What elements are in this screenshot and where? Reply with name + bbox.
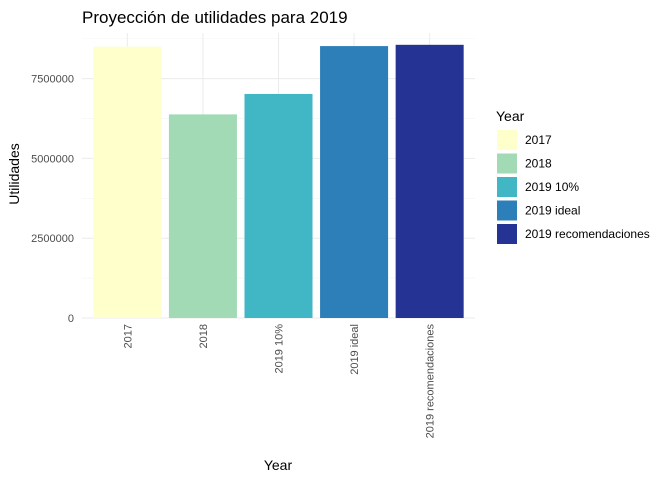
- legend-swatch: [497, 200, 517, 221]
- bar-2018: [168, 114, 237, 318]
- y-tick-label: 2500000: [31, 233, 74, 245]
- x-tick-label: 2019 ideal: [349, 324, 361, 375]
- x-axis-title: Year: [264, 457, 293, 473]
- bar-2019-ideal: [320, 46, 389, 318]
- bars: [93, 44, 464, 319]
- legend-swatch: [497, 130, 517, 150]
- bar-2019-10-: [244, 93, 313, 318]
- y-axis-title: Utilidades: [6, 143, 22, 204]
- legend-title: Year: [496, 108, 525, 124]
- y-tick-label: 5000000: [31, 153, 74, 165]
- y-tick-label: 0: [68, 313, 74, 325]
- legend-swatch: [497, 224, 517, 244]
- bar-2019-recomendaciones: [395, 44, 464, 319]
- x-tick-label: 2018: [198, 324, 210, 348]
- chart-title: Proyección de utilidades para 2019: [82, 8, 348, 27]
- x-axis-ticks: 2017 2018 2019 10% 2019 ideal 2019 recomenda…: [122, 324, 436, 439]
- x-tick-label: 2019 recomendaciones: [425, 324, 437, 439]
- legend-label: 2019 10%: [525, 180, 579, 194]
- legend-label: 2017: [525, 133, 552, 147]
- legend-swatch: [497, 153, 517, 174]
- legend-label: 2019 ideal: [525, 204, 580, 218]
- y-axis-ticks: 0 2500000 5000000 7500000: [31, 74, 74, 325]
- legend: Year 2017 2018 2019 10% 2019 ideal 2019 reco…: [496, 108, 650, 244]
- y-tick-label: 7500000: [31, 74, 74, 86]
- x-tick-label: 2017: [122, 324, 134, 348]
- bar-2017: [93, 46, 162, 319]
- legend-swatch: [497, 177, 517, 197]
- legend-label: 2018: [525, 157, 552, 171]
- x-tick-label: 2019 10%: [274, 324, 286, 374]
- legend-label: 2019 recomendaciones: [525, 227, 650, 241]
